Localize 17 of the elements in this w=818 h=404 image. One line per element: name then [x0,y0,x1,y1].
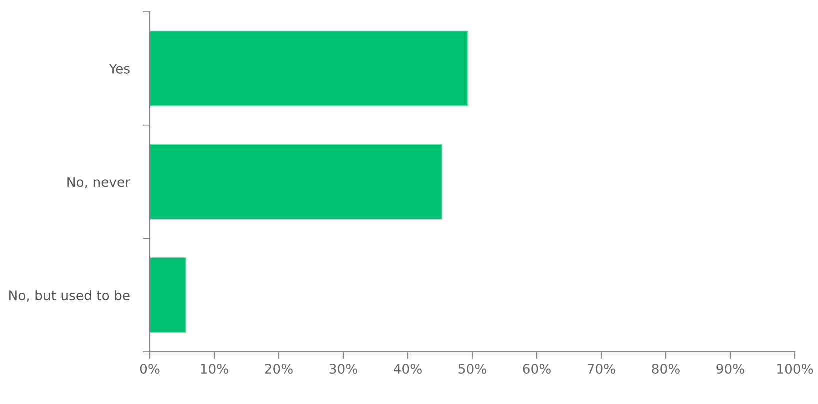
bar [150,30,468,106]
y-tick-label: Yes [109,64,130,74]
y-tick-label: No, never [68,177,131,189]
y-tick-label: No, but used to be [10,290,130,302]
x-tick-label: 100% [778,364,814,374]
bar [150,144,443,220]
x-tick-label: 50% [458,364,486,374]
x-tick-label: 10% [201,364,228,374]
x-tick-label: 0% [140,364,160,374]
x-tick-label: 20% [265,364,293,374]
x-tick-label: 60% [523,364,551,374]
x-tick-label: 90% [716,364,744,374]
x-tick-label: 40% [394,364,422,374]
x-tick-label: 80% [652,364,680,374]
x-tick-label: 30% [330,364,358,374]
bar [150,258,187,334]
x-tick-label: 70% [588,364,616,374]
